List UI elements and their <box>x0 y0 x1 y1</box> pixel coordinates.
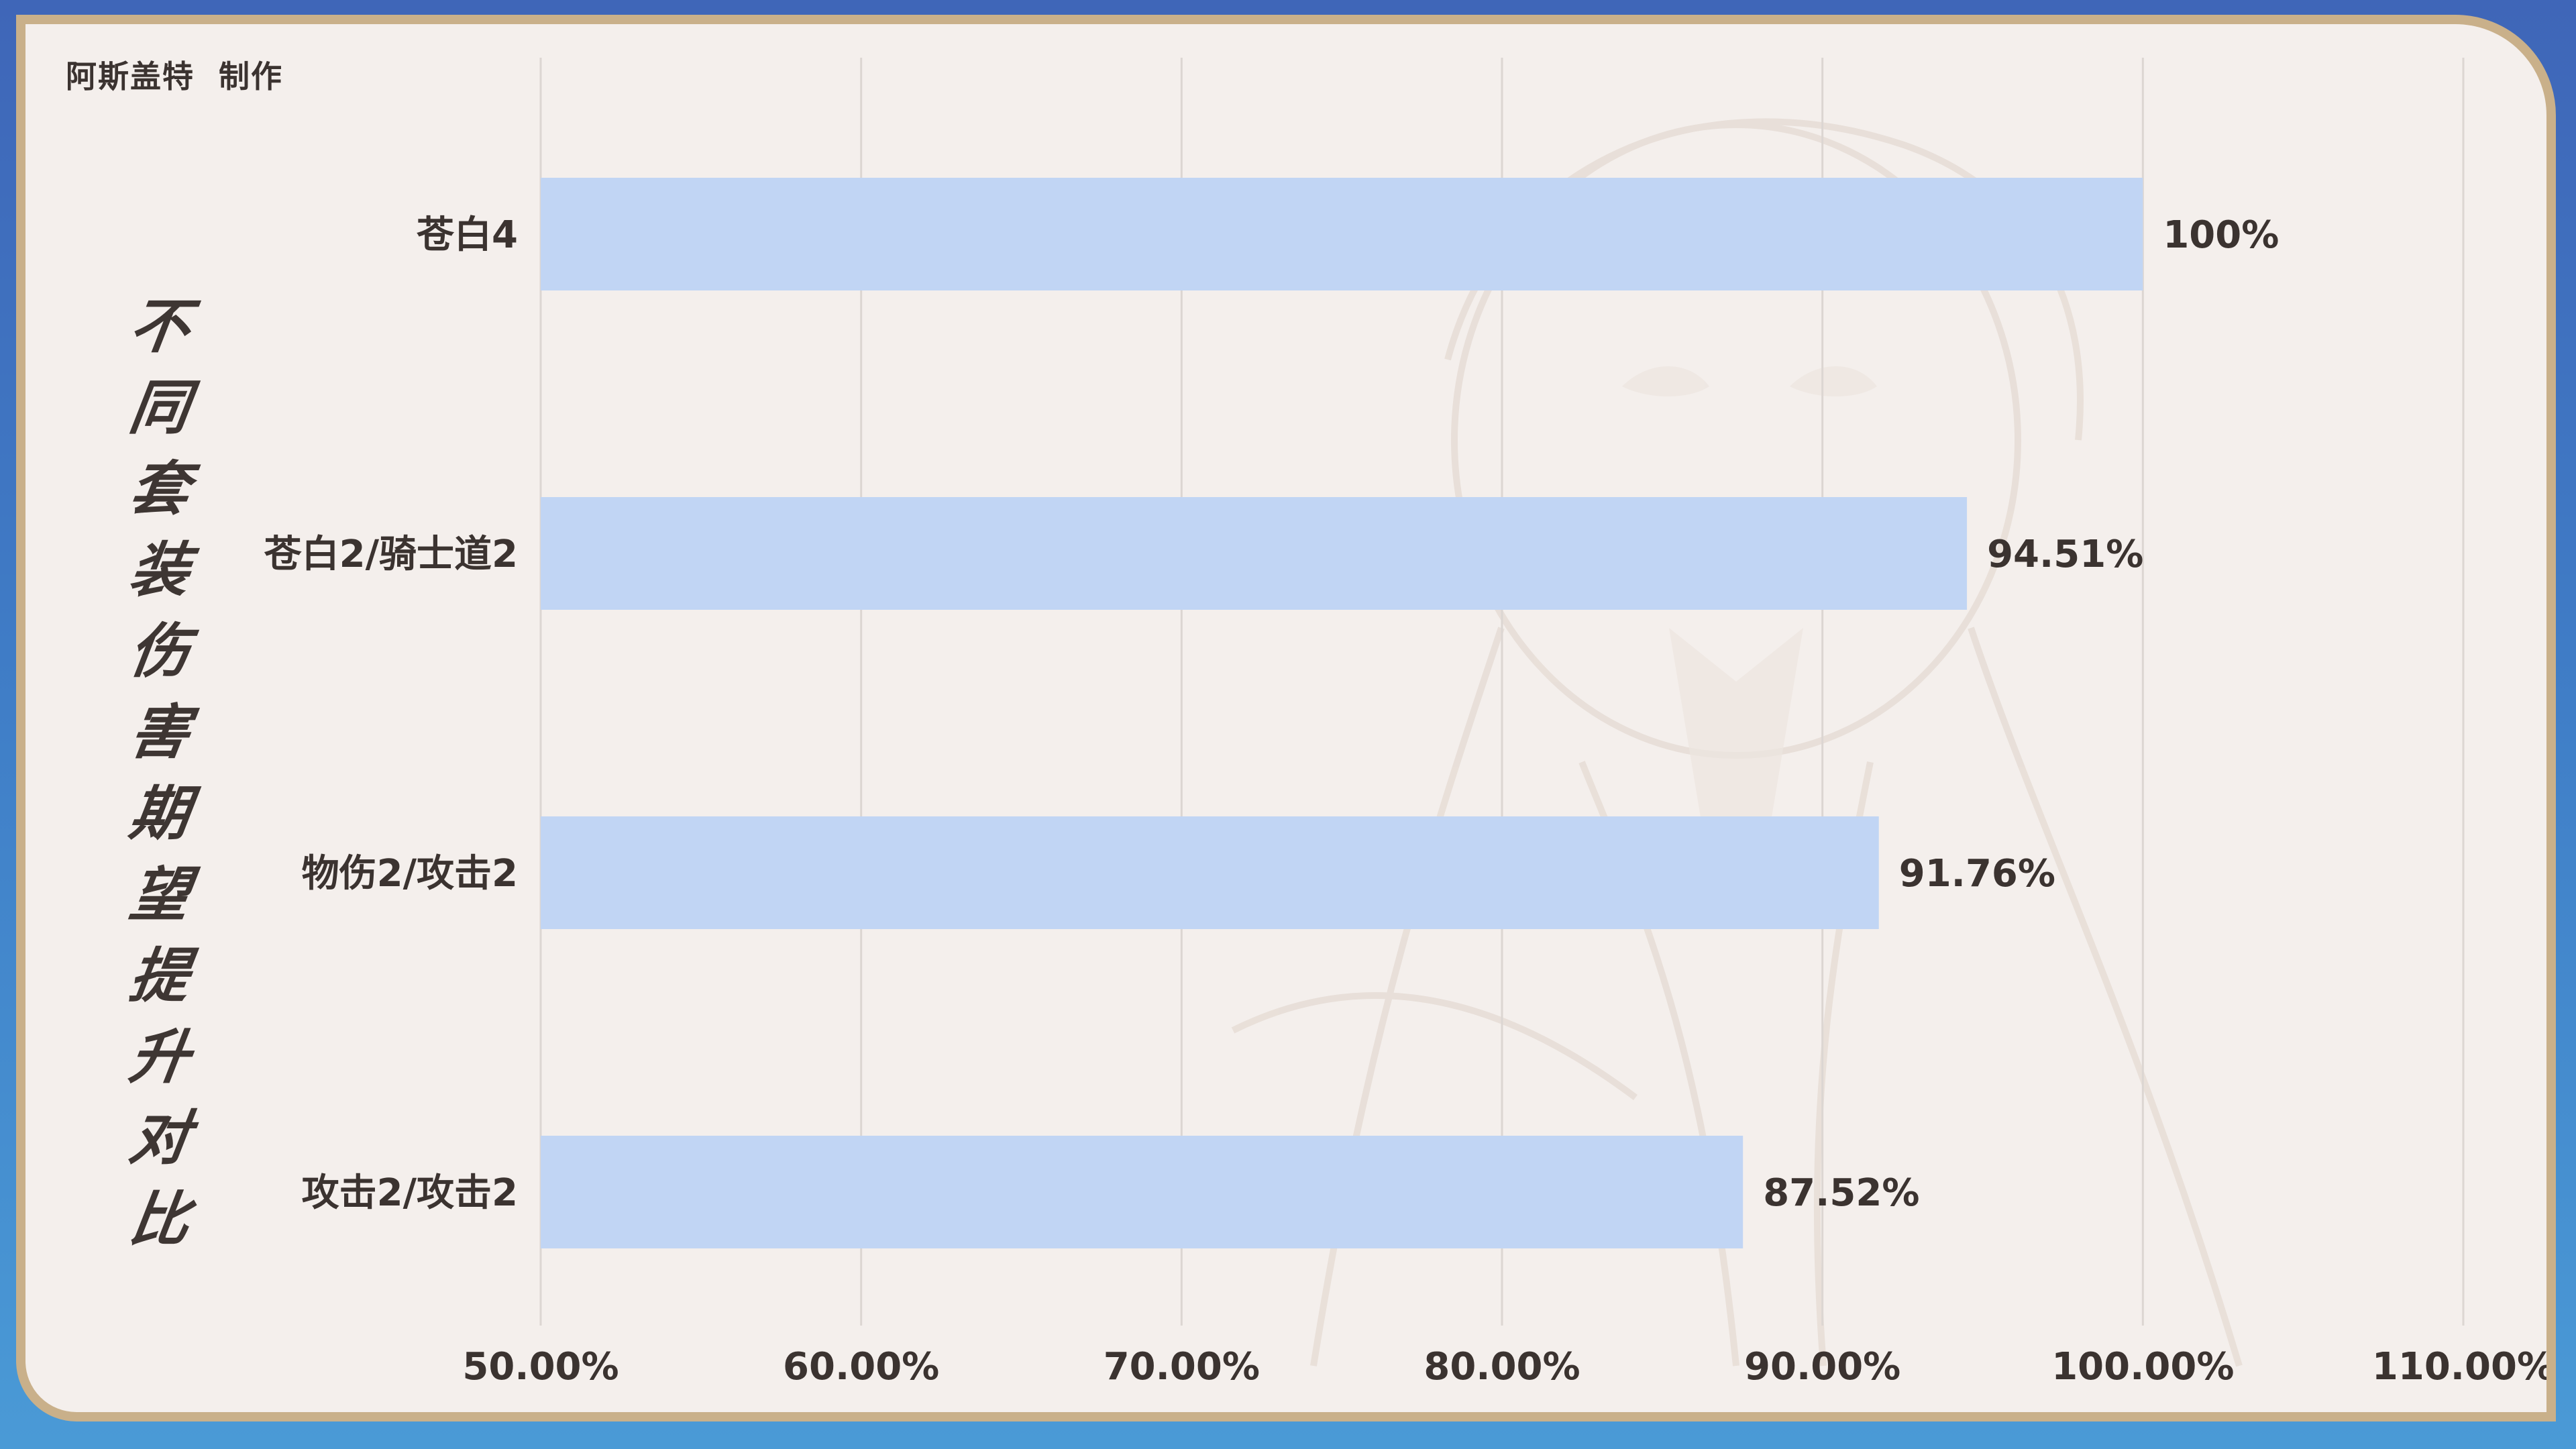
bar <box>541 1136 1743 1248</box>
x-tick-label: 100.00% <box>2051 1345 2234 1389</box>
x-tick-label: 70.00% <box>1104 1345 1260 1389</box>
data-label: 91.76% <box>1899 852 2055 896</box>
category-label: 苍白4 <box>417 213 518 257</box>
bar <box>541 816 1879 929</box>
data-label: 100% <box>2163 213 2279 257</box>
data-label: 87.52% <box>1763 1171 1919 1215</box>
bar <box>541 497 1968 610</box>
x-tick-label: 110.00% <box>2372 1345 2555 1389</box>
x-tick-label: 60.00% <box>783 1345 939 1389</box>
bar <box>541 178 2143 290</box>
category-label: 攻击2/攻击2 <box>302 1171 518 1215</box>
x-tick-label: 50.00% <box>462 1345 619 1389</box>
x-tick-label: 80.00% <box>1424 1345 1580 1389</box>
bar-chart: 50.00% 60.00% 70.00% 80.00% 90.00% 100.00% 110… <box>264 58 2555 1389</box>
bars <box>541 178 2143 1248</box>
data-label: 94.51% <box>1987 533 2143 576</box>
category-label: 苍白2/骑士道2 <box>264 533 518 576</box>
labels: 50.00% 60.00% 70.00% 80.00% 90.00% 100.00% 110… <box>264 213 2555 1389</box>
author-watermark: 阿斯盖特 制作 <box>66 58 284 95</box>
chart-panel: 阿斯盖特 制作 不同套装伤害期望提升对比 50.00% 60.00% 70.00% 8… <box>16 15 2556 1421</box>
category-label: 物伤2/攻击2 <box>302 852 518 896</box>
x-tick-label: 90.00% <box>1744 1345 1900 1389</box>
